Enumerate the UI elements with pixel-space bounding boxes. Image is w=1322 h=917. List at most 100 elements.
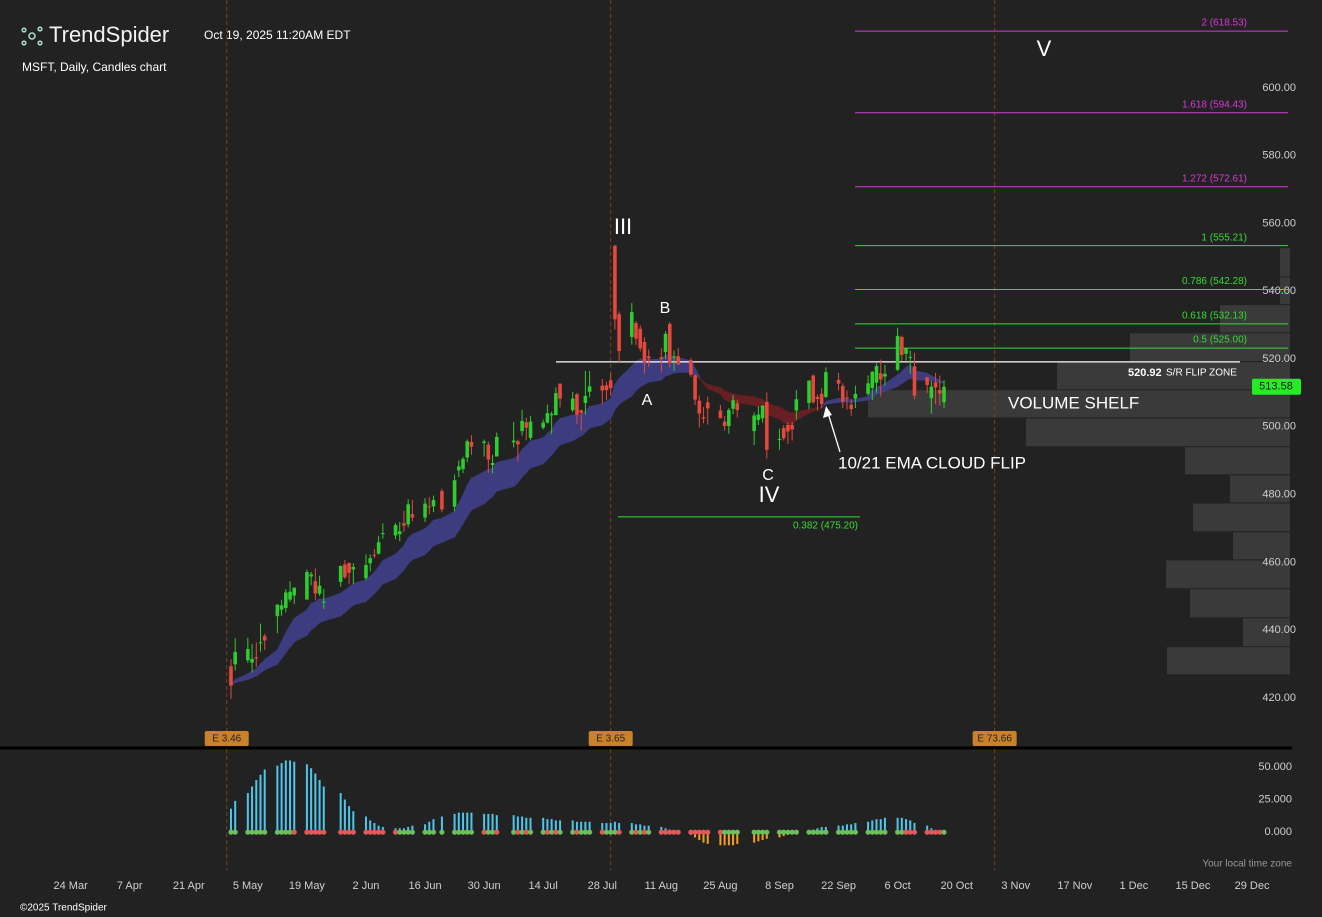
x-tick-label: 28 Jul — [588, 880, 617, 892]
candle-body — [735, 403, 740, 411]
candle-body — [549, 413, 554, 416]
candle-body — [558, 383, 562, 399]
ema-cloud — [411, 528, 426, 561]
ema-cloud — [496, 458, 515, 492]
annotation: 10/21 EMA CLOUD FLIP — [838, 453, 1026, 472]
ema-cloud — [635, 358, 641, 392]
candle-body — [583, 395, 588, 403]
x-tick-label: 7 Apr — [117, 880, 143, 892]
indicator-bar — [727, 832, 730, 846]
indicator-bar — [635, 824, 638, 833]
indicator-bar — [559, 820, 562, 833]
indicator-dot — [367, 829, 373, 835]
annotation: IV — [759, 482, 780, 507]
volume-profile-bar — [1190, 589, 1290, 618]
candle-body — [840, 386, 845, 402]
ema-cloud — [424, 523, 430, 556]
indicator-bar — [373, 823, 376, 833]
indicator-bar — [698, 832, 701, 840]
indicator-bar — [613, 821, 616, 833]
ema-cloud — [580, 410, 586, 437]
candle-body — [849, 404, 853, 410]
x-tick-label: 24 Mar — [54, 880, 89, 892]
candle-body — [752, 415, 756, 432]
earnings-badge — [972, 731, 1017, 746]
ema-cloud — [753, 396, 759, 408]
indicator-dot — [895, 829, 901, 835]
candle-body — [393, 524, 398, 536]
brand: TrendSpider — [49, 22, 169, 47]
earnings-badge — [204, 731, 249, 746]
candle-body — [317, 585, 322, 594]
indicator-dot — [587, 829, 593, 835]
indicator-dot — [637, 829, 643, 835]
fib-label: 1 (555.21) — [1201, 232, 1247, 243]
indicator-dot — [869, 829, 875, 835]
x-tick-label: 11 Aug — [645, 880, 678, 892]
ema-cloud — [352, 579, 367, 606]
volume-profile-bar — [1166, 560, 1290, 589]
candle-body — [490, 462, 495, 466]
ema-cloud — [487, 467, 493, 501]
indicator-bar — [732, 832, 735, 846]
candle-body — [667, 324, 672, 363]
candle-body — [866, 383, 870, 394]
x-tick-label: 30 Jun — [468, 880, 501, 892]
indicator-bar — [706, 832, 709, 844]
candle-body — [461, 458, 465, 470]
candle-body — [815, 396, 820, 399]
indicator-dot — [350, 829, 356, 835]
candle-body — [229, 666, 233, 686]
indicator-dot — [464, 829, 470, 835]
candle-body — [908, 356, 913, 358]
x-tick-label: 5 May — [233, 880, 263, 892]
candle-body — [457, 466, 461, 471]
indicator-dot — [245, 829, 251, 835]
indicator-bar — [824, 826, 827, 833]
indicator-dot — [907, 829, 913, 835]
indicator-tick-label: 50.000 — [1258, 761, 1292, 773]
y-tick-label: 420.00 — [1262, 692, 1296, 704]
indicator-tick-label: 0.000 — [1264, 826, 1292, 838]
indicator-dot — [726, 829, 732, 835]
annotation: V — [1037, 36, 1052, 61]
sr-value: 520.92 — [1128, 367, 1162, 379]
ema-cloud — [471, 471, 485, 511]
indicator-bar — [618, 823, 621, 833]
indicator-bar — [251, 786, 254, 833]
ema-cloud — [757, 397, 763, 408]
indicator-bar — [259, 774, 262, 833]
candle-body — [321, 601, 326, 603]
candle-body — [853, 393, 858, 399]
ema-cloud — [728, 392, 734, 402]
candle-body — [760, 405, 765, 419]
candle-body — [431, 499, 436, 507]
indicator-bar — [588, 821, 591, 833]
candle-body — [528, 421, 533, 438]
indicator-dot — [928, 829, 934, 835]
candle-body — [313, 581, 318, 594]
candle-body — [701, 417, 706, 419]
indicator-dot — [308, 829, 314, 835]
indicator-bar — [913, 823, 916, 833]
candle-body — [794, 399, 799, 411]
indicator-bar — [871, 820, 874, 833]
ema-cloud — [631, 360, 637, 397]
volume-profile-bar — [1280, 277, 1290, 305]
volume-profile-bar — [1057, 362, 1290, 390]
ema-cloud — [492, 461, 498, 498]
indicator-bar — [845, 824, 848, 833]
indicator-bar — [318, 780, 321, 833]
indicator-dot — [342, 829, 348, 835]
indicator-bar — [550, 819, 553, 833]
candle-body — [554, 393, 558, 416]
indicator-dot — [316, 829, 323, 835]
indicator-dot — [380, 829, 386, 835]
indicator-dot — [304, 829, 310, 835]
candle-body — [870, 371, 875, 389]
candle-body — [883, 373, 887, 377]
indicator-dot — [911, 829, 918, 835]
fib-label: 0.5 (525.00) — [1193, 335, 1247, 346]
copyright: ©2025 TrendSpider — [20, 903, 108, 914]
fib-label: 0.618 (532.13) — [1182, 311, 1247, 322]
